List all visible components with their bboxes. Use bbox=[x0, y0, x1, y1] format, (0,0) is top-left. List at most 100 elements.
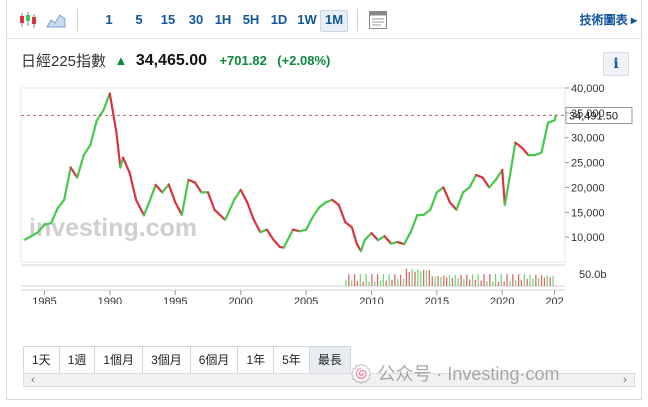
volume-bar bbox=[529, 274, 531, 286]
price-segment bbox=[383, 235, 393, 245]
interval-30-button[interactable]: 30 bbox=[188, 12, 204, 27]
scroll-right-icon[interactable]: › bbox=[623, 374, 627, 386]
volume-bar bbox=[492, 281, 494, 286]
plot-area bbox=[20, 87, 566, 263]
price-segment bbox=[69, 166, 79, 179]
price-segment bbox=[318, 201, 327, 209]
technical-charts-link[interactable]: 技術圖表 ▸ bbox=[579, 13, 637, 27]
chart-watermark: investing.com bbox=[29, 214, 197, 242]
price-segment bbox=[337, 203, 347, 224]
price-segment bbox=[108, 92, 118, 134]
volume-bar bbox=[388, 274, 390, 286]
price-segment bbox=[134, 198, 146, 217]
price-segment bbox=[128, 171, 138, 201]
volume-bar bbox=[535, 274, 537, 286]
price-segment bbox=[540, 121, 550, 154]
volume-bar bbox=[486, 281, 488, 286]
volume-bar bbox=[374, 281, 376, 286]
price-segment bbox=[272, 238, 282, 249]
period-3m-button[interactable]: 3個月 bbox=[143, 347, 191, 373]
interval-15-button[interactable]: 15 bbox=[160, 12, 176, 27]
y-tick-label: 25,000 bbox=[571, 158, 605, 170]
price-segment bbox=[36, 223, 46, 234]
volume-axis-label: 50.0b bbox=[579, 269, 607, 281]
price-segment bbox=[376, 235, 386, 242]
interval-1m-button[interactable]: 1M bbox=[320, 10, 348, 32]
scroll-left-icon[interactable]: ‹ bbox=[31, 374, 35, 386]
price-segment bbox=[501, 168, 506, 206]
volume-bar bbox=[379, 280, 382, 286]
volume-bar bbox=[454, 274, 456, 286]
x-tick-label: 2010 bbox=[359, 296, 383, 304]
chart-widget: 1 5 15 30 1H 5H 1D 1W 1M 技術圖表 ▸ 日經225指數 … bbox=[6, 0, 643, 400]
period-5y-button[interactable]: 5年 bbox=[274, 347, 310, 373]
price-segment bbox=[121, 156, 131, 174]
volume-bar bbox=[359, 274, 361, 286]
x-tick-label: 2000 bbox=[228, 296, 252, 304]
volume-bar bbox=[460, 274, 462, 286]
price-segment bbox=[291, 228, 301, 233]
volume-bar bbox=[517, 274, 520, 286]
interval-5h-button[interactable]: 5H bbox=[242, 12, 260, 27]
price-segment bbox=[226, 198, 236, 216]
info-button[interactable]: i bbox=[603, 52, 629, 76]
price-segment bbox=[520, 146, 530, 157]
interval-1w-button[interactable]: 1W bbox=[297, 12, 317, 27]
price-segment bbox=[246, 201, 255, 221]
period-1m-button[interactable]: 1個月 bbox=[95, 347, 144, 373]
volume-bar bbox=[503, 281, 505, 286]
volume-bar bbox=[552, 275, 554, 286]
period-1w-button[interactable]: 1週 bbox=[59, 347, 96, 373]
chart-settings-icon[interactable] bbox=[367, 9, 389, 31]
price-segment bbox=[187, 178, 197, 184]
price-chart[interactable]: investing.com 34,491.50 50.0b 40,000 35,0… bbox=[7, 82, 643, 304]
y-tick-label: 40,000 bbox=[571, 83, 605, 95]
price-segment bbox=[282, 228, 295, 249]
price-segment bbox=[363, 232, 373, 241]
interval-1h-button[interactable]: 1H bbox=[214, 12, 232, 27]
area-chart-icon[interactable] bbox=[45, 9, 67, 31]
period-6m-button[interactable]: 6個月 bbox=[190, 347, 239, 373]
price-segment bbox=[514, 141, 523, 149]
volume-bar bbox=[417, 269, 419, 286]
volume-bar bbox=[385, 280, 387, 286]
price-segment bbox=[474, 173, 484, 179]
volume-bar bbox=[500, 274, 502, 286]
price-segment bbox=[448, 201, 458, 211]
chart-scrollbar[interactable]: ‹ › bbox=[23, 373, 635, 387]
price-segment bbox=[468, 173, 478, 189]
price-segment bbox=[298, 228, 308, 233]
volume-bar bbox=[434, 276, 436, 286]
price-segment bbox=[148, 183, 157, 204]
price-segment bbox=[435, 186, 445, 194]
quote-header: 日經225指數 ▲ 34,465.00 +701.82 (+2.08%) bbox=[21, 50, 330, 71]
interval-5-button[interactable]: 5 bbox=[135, 12, 143, 27]
volume-bar bbox=[345, 279, 347, 286]
volume-bar bbox=[399, 274, 402, 286]
volume-bar bbox=[469, 279, 471, 286]
period-1d-button[interactable]: 1天 bbox=[24, 347, 60, 373]
current-price-label: 34,491.50 bbox=[569, 110, 618, 122]
volume-bar bbox=[515, 280, 517, 286]
price-segment bbox=[142, 201, 151, 217]
volume-bar bbox=[431, 276, 433, 286]
interval-1-button[interactable]: 1 bbox=[105, 12, 113, 27]
price-segment bbox=[442, 186, 452, 204]
price-segment bbox=[494, 168, 504, 182]
candlestick-chart-icon[interactable] bbox=[17, 9, 39, 31]
volume-bar bbox=[489, 274, 491, 286]
volume-bar bbox=[353, 274, 356, 286]
interval-1d-button[interactable]: 1D bbox=[270, 12, 288, 27]
price-segment bbox=[508, 141, 517, 177]
volume-bar bbox=[368, 281, 370, 286]
period-max-button[interactable]: 最長 bbox=[309, 347, 350, 373]
price-segment bbox=[174, 201, 183, 216]
volume-bar bbox=[512, 274, 514, 286]
period-1y-button[interactable]: 1年 bbox=[238, 347, 275, 373]
volume-bar bbox=[411, 269, 413, 286]
toolbar-divider bbox=[357, 9, 358, 31]
price-segment bbox=[461, 186, 471, 194]
volume-bar bbox=[520, 279, 523, 286]
volume-bar bbox=[526, 279, 528, 286]
instrument-name: 日經225指數 bbox=[21, 53, 107, 70]
